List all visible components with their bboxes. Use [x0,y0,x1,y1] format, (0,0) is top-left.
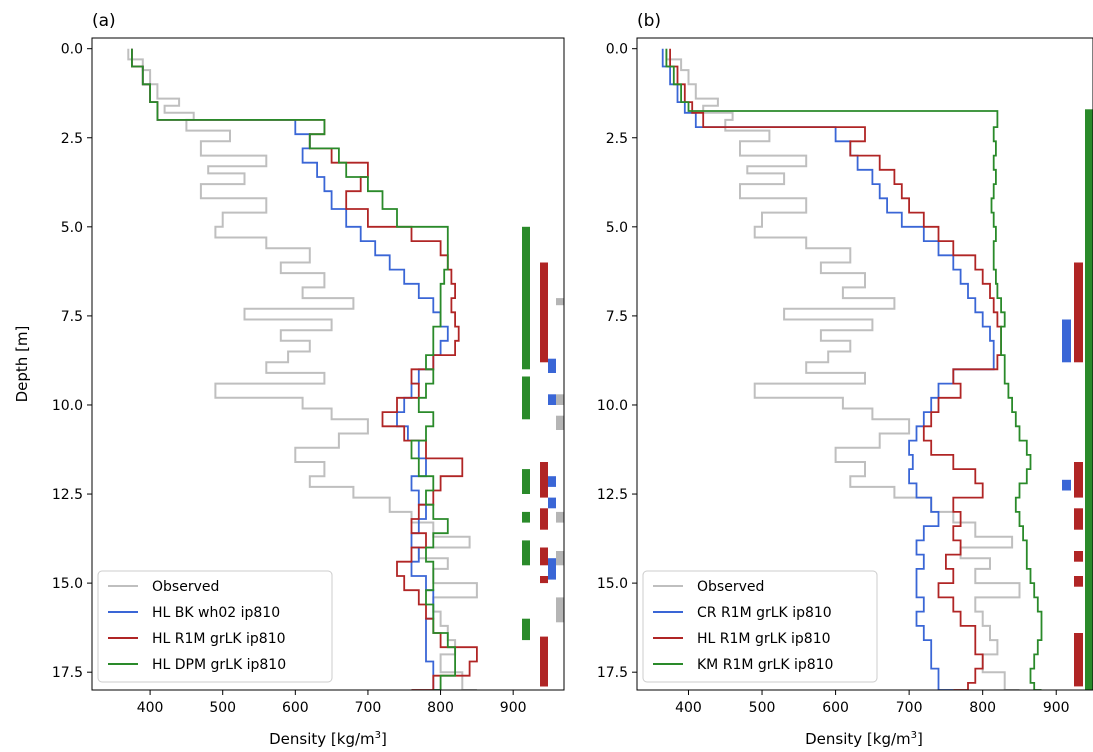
side-marker [1062,319,1071,363]
legend-entry: HL R1M grLK ip810 [697,631,831,647]
side-marker [556,415,564,430]
side-marker [1074,551,1083,562]
panel-a-xlabel: Density [kg/m3] [269,730,387,748]
side-marker [548,358,556,373]
series-line-km-r1m-grlk-ip810 [665,48,1043,690]
side-marker [522,226,530,370]
y-tick-label: 17.5 [52,665,83,681]
series-line-observed [665,48,1021,690]
y-tick-label: 0.0 [606,42,628,58]
x-tick-label: 700 [896,700,923,716]
side-marker [548,476,556,487]
legend-entry: Observed [152,579,219,595]
side-marker [556,511,564,523]
side-marker [540,636,548,687]
y-tick-label: 2.5 [606,131,628,147]
side-marker [1074,508,1083,530]
x-tick-label: 400 [137,700,164,716]
side-marker [1074,633,1083,687]
x-tick-label: 500 [209,700,236,716]
panel-b-xlabel: Density [kg/m3] [805,730,923,748]
series-line-hl-r1m-grlk-ip810 [669,48,1002,690]
side-marker [548,394,556,405]
x-tick-label: 700 [355,700,382,716]
side-marker [540,547,548,566]
y-tick-label: 7.5 [606,309,628,325]
side-marker [522,540,530,566]
series-line-hl-r1m-grlk-ip810 [131,48,478,690]
side-marker [556,551,564,566]
panel-a-frame [91,37,565,691]
side-marker [556,394,564,405]
y-tick-label: 7.5 [61,309,83,325]
side-marker [522,618,530,641]
panel-a-ticks: 400 500 600 700 800 900 0.0 2.5 5.0 7.5 10.0 12.5 15… [52,42,527,716]
legend-entry: HL DPM grLK ip810 [152,657,286,673]
panel-b-plot-area [661,48,1093,690]
panel-a: (a) 400 500 600 700 800 900 0.0 2.5 5.0 7.5 10.0 12… [13,11,565,748]
panel-b-ticks: 400 500 600 700 800 900 0.0 2.5 5.0 7.5 10.0 12.5 15… [597,42,1070,716]
x-tick-label: 800 [427,700,454,716]
series-line-observed [127,48,478,690]
y-tick-label: 10.0 [52,398,83,414]
side-marker [556,298,564,306]
y-tick-label: 10.0 [597,398,628,414]
panel-b-frame [636,37,1093,691]
side-marker [548,558,556,580]
y-tick-label: 12.5 [52,487,83,503]
y-tick-label: 15.0 [52,576,83,592]
legend-entry: KM R1M grLK ip810 [697,657,833,673]
legend-entry: HL R1M grLK ip810 [152,631,286,647]
y-tick-label: 17.5 [597,665,628,681]
y-tick-label: 12.5 [597,487,628,503]
x-tick-label: 600 [822,700,849,716]
x-tick-label: 900 [1043,700,1070,716]
legend-entry: HL BK wh02 ip810 [152,605,280,621]
side-marker [540,576,548,584]
side-marker [1062,479,1071,491]
side-marker [540,462,548,498]
panel-b-legend: Observed CR R1M grLK ip810 HL R1M grLK ip8… [642,570,878,683]
y-tick-label: 5.0 [606,220,628,236]
panel-a-plot-area [127,48,564,690]
panel-b: (b) 400 500 600 700 800 900 0.0 2.5 5.0 7.5 10.0 12… [597,11,1093,748]
series-line-hl-dpm-grlk-ip810 [131,48,456,690]
legend-entry: Observed [697,579,764,595]
panel-a-ylabel: Depth [m] [13,326,31,403]
side-marker [1074,462,1083,498]
x-tick-label: 900 [500,700,527,716]
legend-box [97,570,333,683]
panel-a-legend: Observed HL BK wh02 ip810 HL R1M grLK ip81… [97,570,333,683]
side-marker [540,262,548,363]
side-marker [522,376,530,420]
side-marker [1085,109,1093,690]
x-tick-label: 400 [675,700,702,716]
y-tick-label: 0.0 [61,42,83,58]
side-marker [522,469,530,494]
x-tick-label: 600 [282,700,309,716]
y-tick-label: 2.5 [61,131,83,147]
x-tick-label: 800 [969,700,996,716]
y-tick-label: 5.0 [61,220,83,236]
legend-entry: CR R1M grLK ip810 [697,605,832,621]
y-tick-label: 15.0 [597,576,628,592]
x-tick-label: 500 [749,700,776,716]
side-marker [522,511,530,523]
side-marker [1074,576,1083,587]
side-marker [556,597,564,623]
side-marker [540,508,548,530]
panel-a-label: (a) [92,11,116,31]
side-marker [1074,262,1083,363]
side-marker [548,497,556,509]
legend-box [642,570,878,683]
panel-b-label: (b) [637,11,661,31]
